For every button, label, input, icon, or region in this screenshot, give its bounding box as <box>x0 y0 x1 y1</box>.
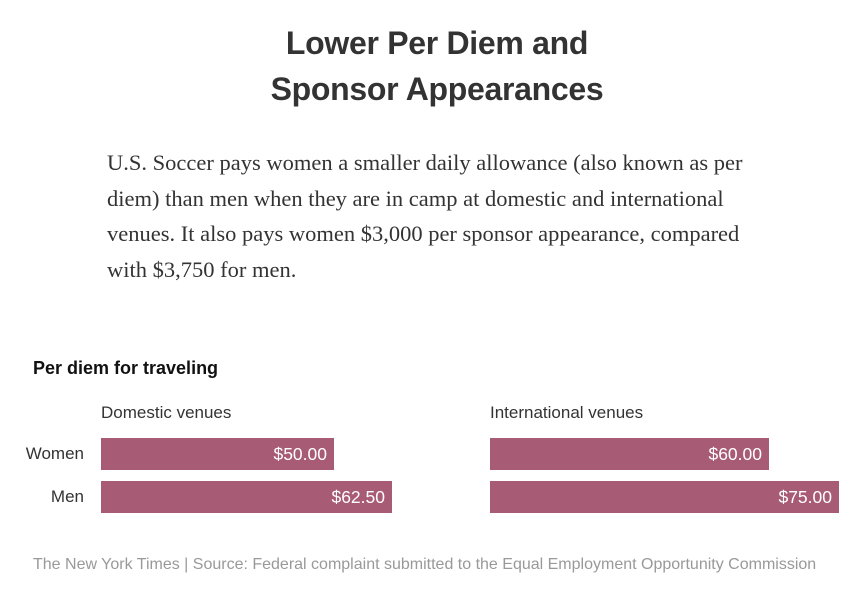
panel-title-domestic: Domestic venues <box>101 403 232 422</box>
chart-title-line-2: Sponsor Appearances <box>270 71 604 107</box>
intro-paragraph: U.S. Soccer pays women a smaller daily a… <box>107 150 743 282</box>
chart-title-line-1: Lower Per Diem and <box>285 25 589 61</box>
chart-title: Lower Per Diem and Sponsor Appearances <box>0 20 857 112</box>
bar-international-men: $75.00 <box>490 481 839 513</box>
category-label-men: Men <box>50 487 84 506</box>
bar-value-label: $62.50 <box>331 487 385 507</box>
category-label-women: Women <box>25 444 84 463</box>
bar-international-women: $60.00 <box>490 438 769 470</box>
source-note: The New York Times | Source: Federal com… <box>33 556 817 573</box>
bar-value-label: $50.00 <box>273 444 327 464</box>
bar-domestic-men: $62.50 <box>101 481 392 513</box>
bar-value-label: $60.00 <box>708 444 762 464</box>
panel-title-international: International venues <box>490 403 644 422</box>
bar-value-label: $75.00 <box>778 487 832 507</box>
chart-subtitle: Per diem for traveling <box>33 358 219 378</box>
bar-domestic-women: $50.00 <box>101 438 334 470</box>
